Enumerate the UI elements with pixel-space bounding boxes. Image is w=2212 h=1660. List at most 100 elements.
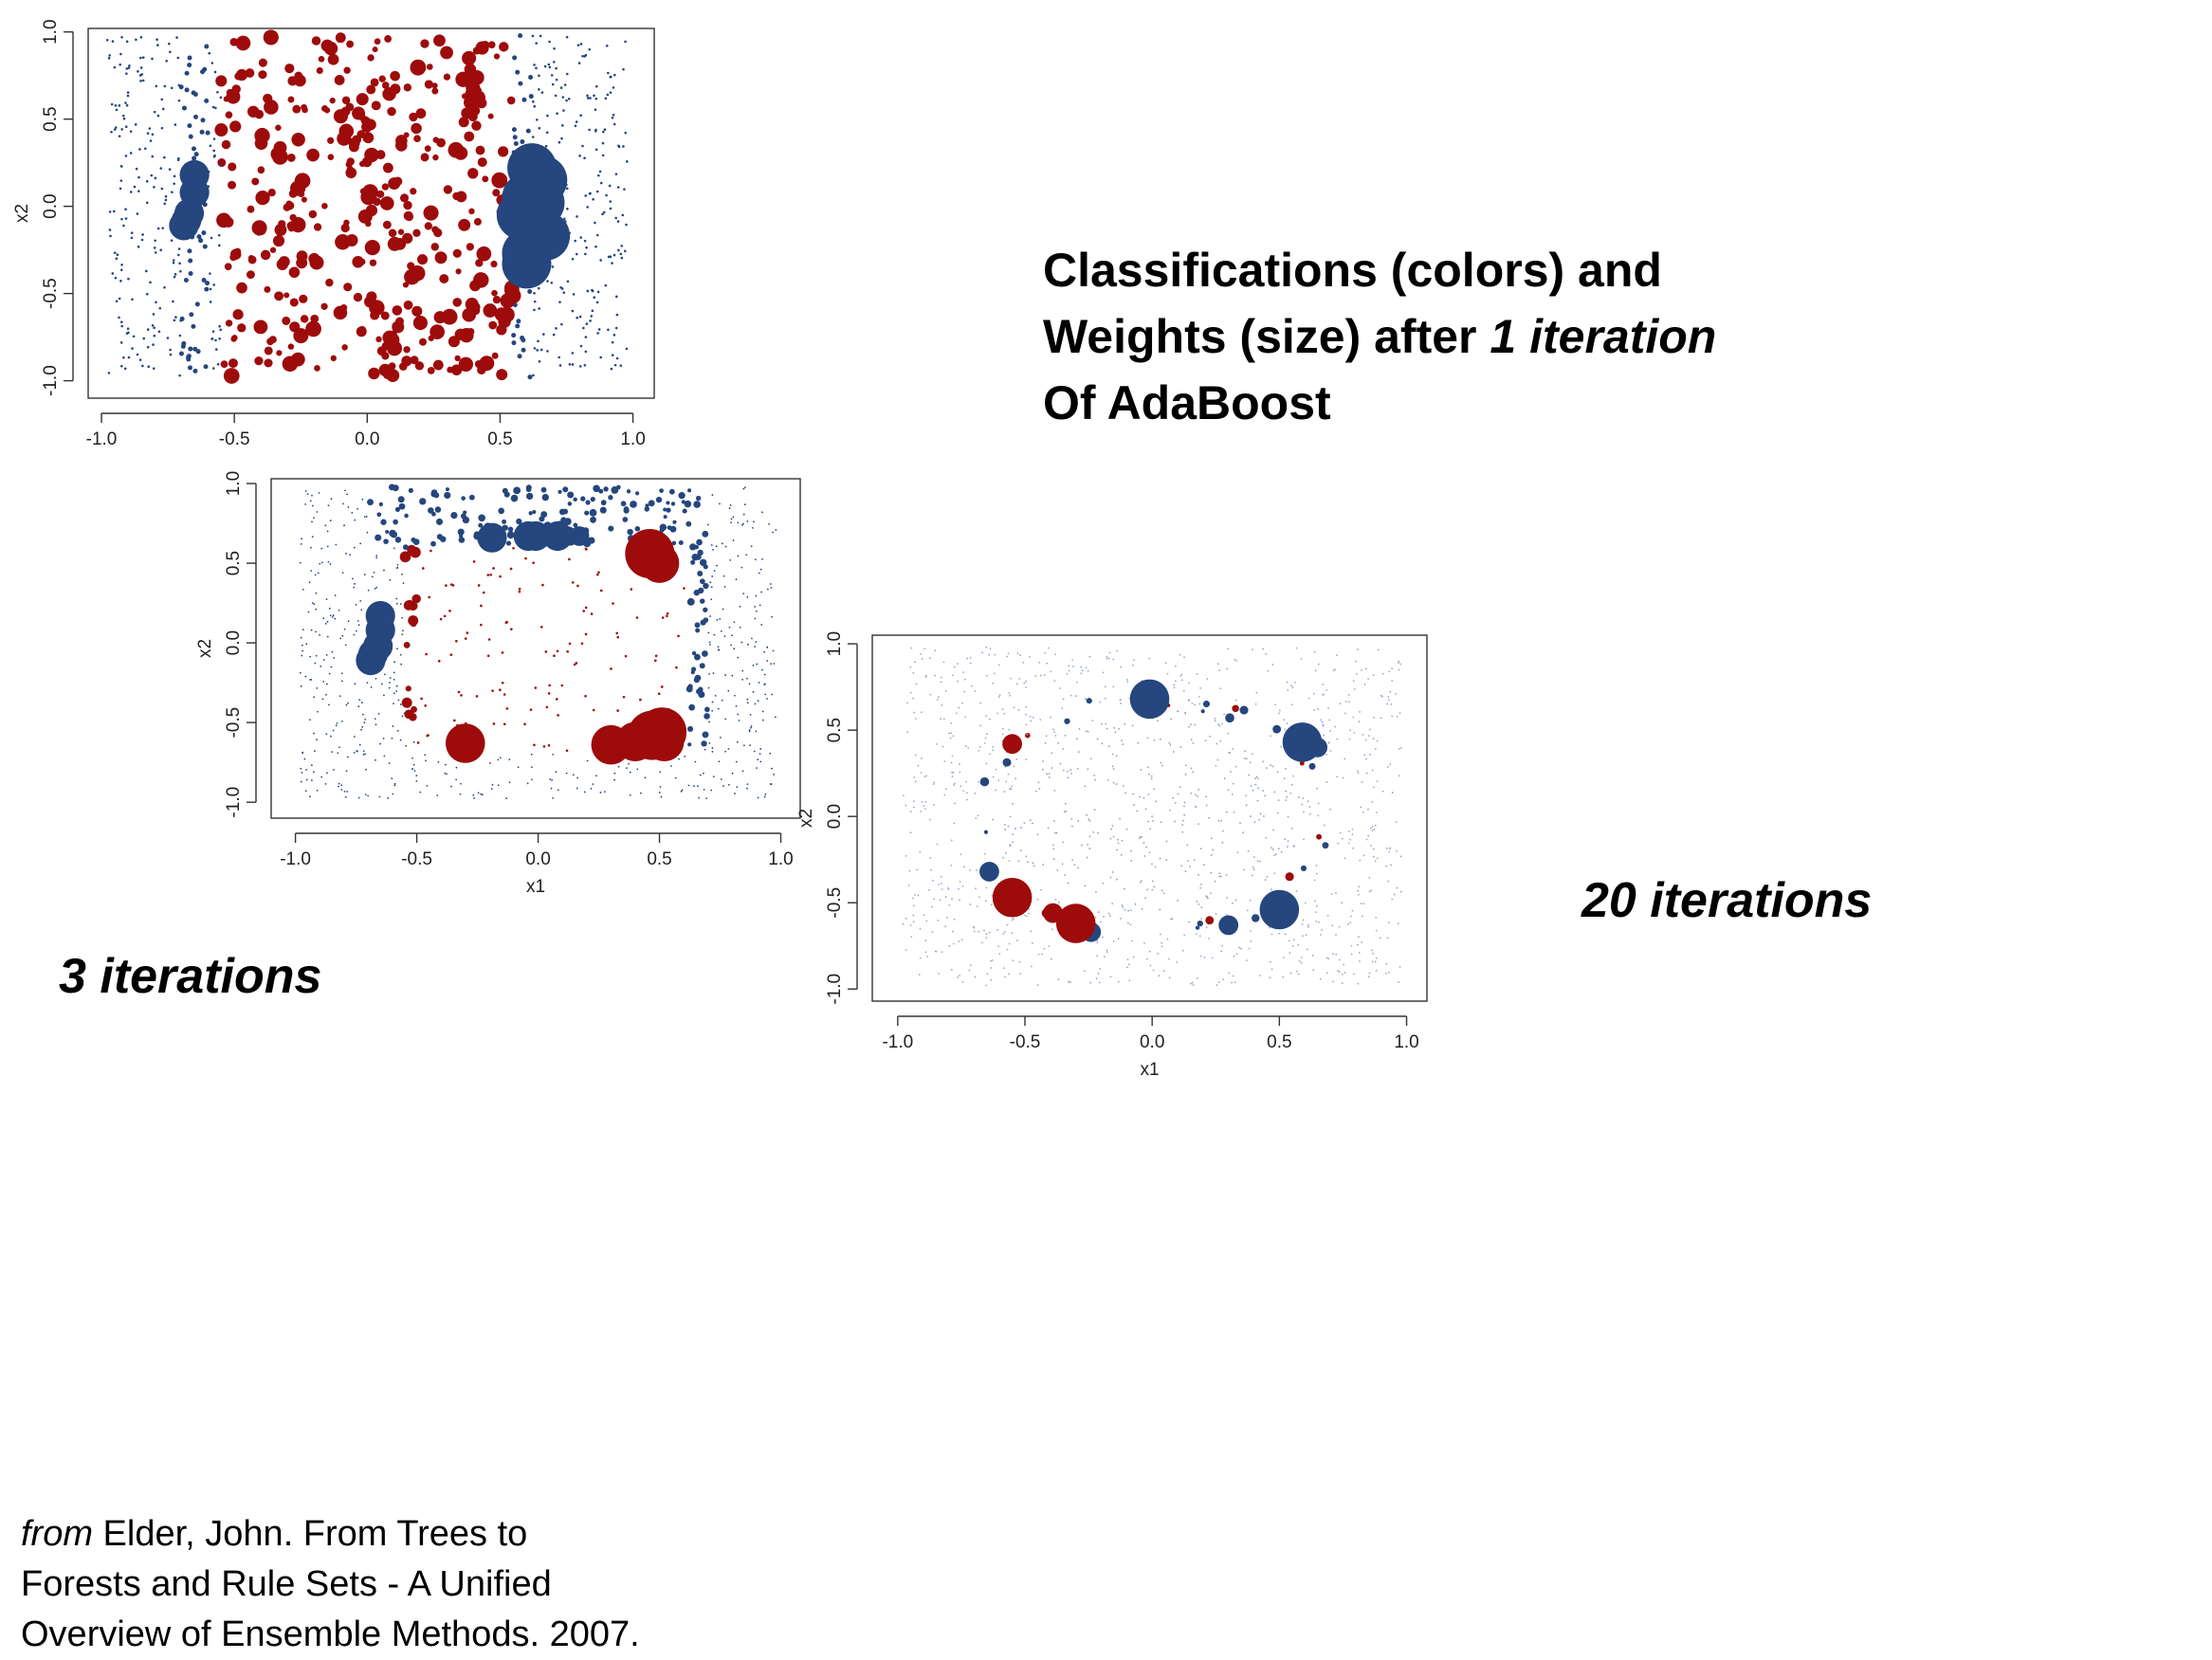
blue-point [1115,755,1118,757]
blue-point [1371,960,1374,963]
blue-point [961,980,964,983]
blue-point [309,795,311,798]
blue-point [1343,963,1345,966]
red-point [542,745,546,748]
red-point [584,632,588,636]
blue-point [188,258,193,264]
blue-point [712,672,715,675]
blue-point [313,696,316,699]
blue-point [565,99,568,102]
blue-point [1274,853,1277,855]
blue-point [1197,823,1199,826]
blue-point [1111,825,1114,827]
blue-point [1323,734,1325,737]
blue-point [1099,968,1102,970]
blue-point [1214,720,1216,722]
blue-point [550,281,554,284]
blue-point [550,74,554,77]
blue-point [1196,977,1198,979]
blue-point [527,374,533,380]
blue-point [199,129,205,135]
blue-point [305,769,307,771]
red-point [313,223,322,231]
blue-point [365,768,367,771]
blue-point [1210,871,1213,874]
blue-point [584,194,588,197]
blue-point [328,703,330,706]
blue-point [1370,889,1372,892]
blue-point [1375,929,1378,932]
blue-point [1139,795,1142,798]
red-point [272,149,288,165]
blue-point [771,693,773,696]
blue-point [1316,787,1319,790]
blue-point [751,637,753,640]
red-point [364,240,380,256]
blue-point [364,794,367,795]
blue-point [1121,739,1124,742]
blue-point [151,324,155,327]
blue-point [1094,778,1096,781]
blue-point [659,523,667,531]
blue-point [589,508,597,517]
blue-point [744,486,746,488]
red-point [465,298,479,312]
blue-point [120,128,124,131]
blue-point [969,964,972,967]
blue-point [115,300,119,303]
blue-point [1391,715,1394,718]
blue-point [119,268,123,272]
red-point [291,133,305,147]
blue-point [1012,918,1015,920]
red-point [448,141,465,158]
blue-point [1357,982,1360,985]
red-point [523,722,526,726]
blue-point [153,110,156,114]
red-point [403,83,412,92]
blue-point [1278,932,1280,935]
blue-point [1057,741,1059,744]
red-point [395,135,408,147]
blue-point [332,614,335,616]
blue-point [1192,741,1195,744]
blue-point [1282,957,1285,959]
blue-point [1166,938,1169,940]
blue-point [1246,959,1248,961]
blue-point [1187,682,1190,684]
blue-point [445,487,449,492]
red-point [230,336,237,342]
blue-point [134,123,137,126]
blue-point [917,764,920,767]
blue-point [608,495,613,501]
blue-point [324,622,327,625]
blue-point [1307,948,1308,951]
blue-point [979,724,982,727]
blue-point [1117,938,1120,940]
blue-point [913,894,916,896]
blue-point [1181,824,1184,827]
blue-point [1141,835,1143,838]
blue-point [747,643,749,646]
blue-point [375,723,377,726]
red-point [375,336,382,343]
blue-point [180,343,186,349]
blue-point [315,592,318,594]
blue-point [1399,890,1402,893]
blue-point [703,607,708,612]
blue-point [1050,716,1051,719]
x-tick-label: 0.0 [525,849,550,869]
red-point [283,292,290,299]
blue-point [1280,745,1283,748]
blue-point [1216,984,1218,987]
red-point [358,258,366,265]
blue-point [610,367,613,371]
blue-point [1155,800,1158,803]
blue-point [1335,953,1338,956]
blue-point [1385,847,1388,849]
blue-point [1145,958,1148,960]
blue-point [985,646,988,648]
blue-point [754,617,757,620]
blue-point [1070,818,1073,820]
blue-point [1317,708,1320,710]
blue-point [978,896,980,899]
